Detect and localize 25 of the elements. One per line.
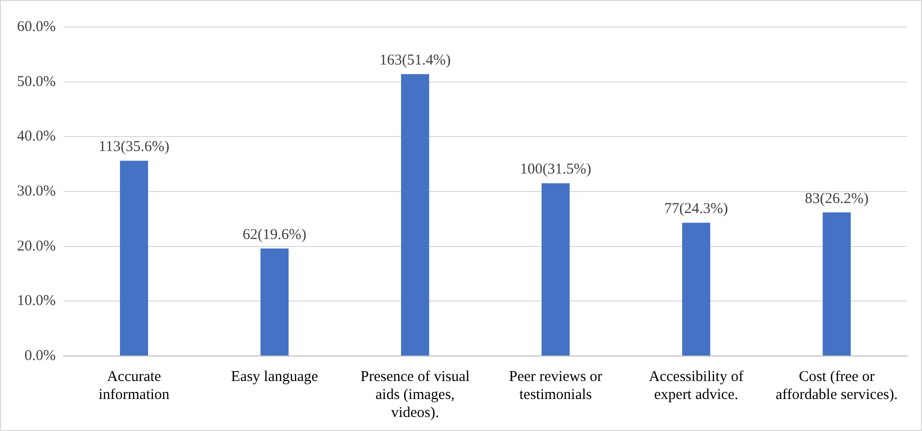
data-label: 100(31.5%) [520, 162, 592, 178]
y-tick-label: 20.0% [16, 238, 56, 254]
y-tick-label: 60.0% [16, 18, 56, 35]
data-label: 62(19.6%) [242, 226, 306, 243]
y-tick-label: 30.0% [16, 183, 56, 200]
y-tick-label: 50.0% [16, 74, 56, 90]
bar [120, 160, 148, 356]
x-tick-label: Accurate information [98, 368, 170, 403]
x-tick-label: Peer reviews or testimonials [508, 368, 602, 403]
x-tick-label: Presence of visual aids (images, videos). [360, 368, 470, 421]
y-tick-label: 40.0% [16, 128, 56, 145]
y-tick-label: 10.0% [16, 293, 56, 310]
bar [260, 248, 289, 356]
data-label: 77(24.3%) [664, 201, 728, 218]
bar [822, 212, 851, 356]
data-label: 163(51.4%) [379, 52, 451, 69]
data-label: 113(35.6%) [98, 139, 170, 156]
data-label: 83(26.2%) [804, 190, 869, 207]
bar [542, 183, 570, 356]
x-tick-label: Cost (free or affordable services). [776, 368, 898, 403]
bar [401, 74, 430, 356]
y-tick-label: 0.0% [24, 348, 56, 364]
bar [682, 222, 710, 356]
x-tick-label: Accessibility of expert advice. [648, 368, 744, 403]
x-tick-label: Easy language [231, 368, 318, 385]
